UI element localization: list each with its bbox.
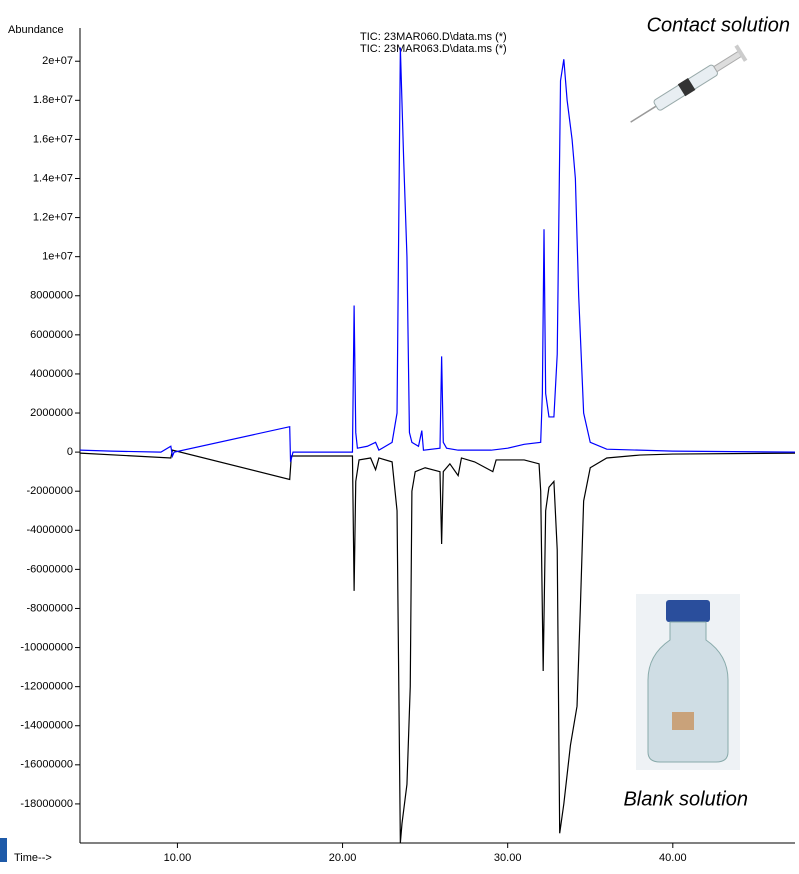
x-tick-label: 30.00 — [494, 852, 522, 864]
y-tick-label: 2000000 — [30, 407, 73, 419]
y-tick-label: -16000000 — [20, 759, 73, 771]
annotation: Blank solution — [623, 788, 748, 810]
y-tick-label: -2000000 — [27, 485, 74, 497]
y-tick-label: 2e+07 — [42, 55, 73, 67]
series-line — [79, 47, 796, 463]
y-tick-label: -8000000 — [27, 602, 74, 614]
marker-icon — [0, 838, 7, 862]
y-tick-label: 8000000 — [30, 290, 73, 302]
x-tick-label: 20.00 — [329, 852, 357, 864]
y-tick-label: -10000000 — [20, 641, 73, 653]
y-tick-label: -18000000 — [20, 798, 73, 810]
y-tick-label: 1e+07 — [42, 251, 73, 263]
x-axis-label: Time--> — [14, 852, 52, 864]
x-tick-label: 40.00 — [659, 852, 687, 864]
y-tick-label: -6000000 — [27, 563, 74, 575]
y-tick-label: 1.2e+07 — [33, 211, 73, 223]
y-tick-label: -14000000 — [20, 720, 73, 732]
x-tick-label: 10.00 — [164, 852, 192, 864]
bottle-image — [636, 594, 740, 770]
legend-entry: TIC: 23MAR063.D\data.ms (*) — [360, 43, 507, 55]
y-tick-label: 1.4e+07 — [33, 172, 73, 184]
y-tick-label: 1.6e+07 — [33, 133, 73, 145]
y-axis-label: Abundance — [8, 24, 64, 36]
y-tick-label: 6000000 — [30, 329, 73, 341]
y-tick-label: 4000000 — [30, 368, 73, 380]
syringe-image — [630, 44, 748, 123]
series-line — [79, 449, 796, 844]
legend-entry: TIC: 23MAR060.D\data.ms (*) — [360, 31, 507, 43]
annotation: Contact solution — [647, 14, 790, 36]
y-tick-label: 0 — [67, 446, 73, 458]
y-tick-label: 1.8e+07 — [33, 94, 73, 106]
y-tick-label: -4000000 — [27, 524, 74, 536]
y-tick-label: -12000000 — [20, 681, 73, 693]
